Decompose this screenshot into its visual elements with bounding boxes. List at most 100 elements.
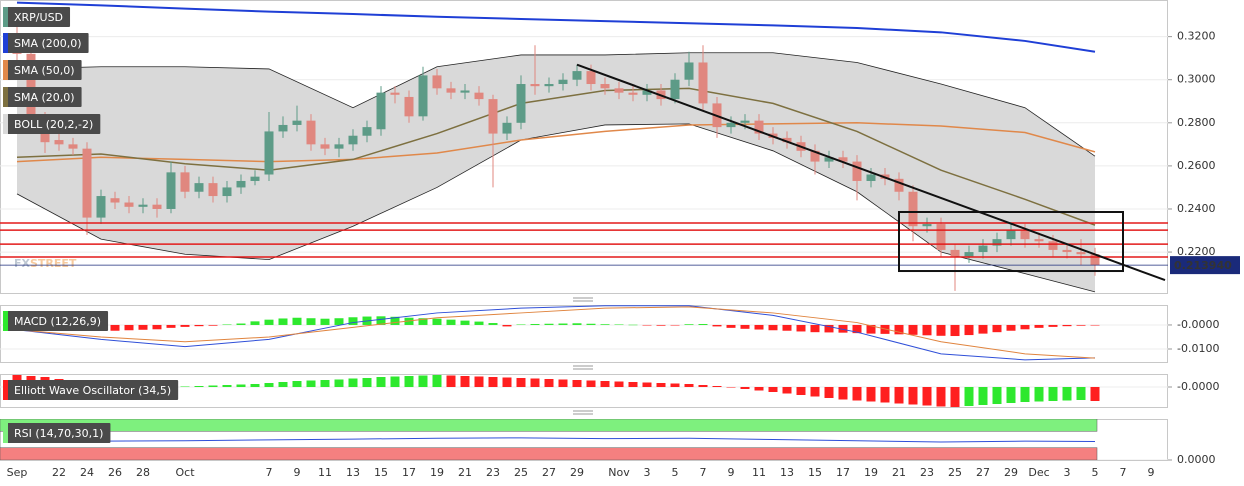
candle-body [908, 191, 918, 227]
legend-item: SMA (50,0) [3, 60, 82, 80]
histogram-bar [264, 319, 274, 325]
histogram-bar [950, 324, 960, 337]
histogram-bar [824, 387, 834, 398]
legend-item: SMA (200,0) [3, 33, 89, 53]
watermark: FXSTREET [14, 257, 77, 270]
histogram-bar [908, 387, 918, 405]
legend-item: RSI (14,70,30,1) [3, 423, 111, 443]
histogram-bar [572, 380, 582, 387]
histogram-bar [488, 377, 498, 387]
bollinger-fill [17, 52, 1095, 292]
legend-swatch [3, 60, 8, 80]
histogram-bar [964, 387, 974, 406]
y-tick-label: 0.2600 [1177, 159, 1216, 172]
candle-body [726, 122, 736, 128]
y-tick-label: 0.2800 [1177, 116, 1216, 129]
panel [0, 374, 1168, 408]
candle-body [166, 172, 176, 209]
candle-body [26, 53, 36, 119]
candle-body [180, 172, 190, 192]
histogram-bar [488, 323, 498, 325]
x-tick-label: 7 [1120, 466, 1127, 479]
histogram-bar [544, 379, 554, 387]
candle-body [866, 174, 876, 181]
candle-body [670, 79, 680, 100]
histogram-bar [558, 323, 568, 325]
x-tick-label: 7 [700, 466, 707, 479]
legend-box [3, 114, 101, 134]
candle-body [1048, 241, 1058, 250]
histogram-bar [292, 381, 302, 387]
legend-label: BOLL (20,2,-2) [14, 118, 93, 131]
box [898, 210, 1124, 273]
histogram-bar [936, 387, 946, 407]
candle-body [992, 239, 1002, 246]
legend-item: XRP/USD [3, 7, 71, 27]
rsi-overbought [0, 419, 1098, 432]
histogram-bar [992, 324, 1002, 333]
candle-body [838, 157, 848, 162]
candle-body [404, 96, 414, 117]
candle-body [152, 204, 162, 209]
histogram-bar [1020, 324, 1030, 330]
candle-body [376, 92, 386, 130]
legend-swatch [3, 311, 8, 331]
histogram-bar [474, 376, 484, 387]
candle-body [334, 144, 344, 149]
candle-body [628, 92, 638, 95]
x-tick-label: 9 [728, 466, 735, 479]
candle-body [264, 131, 274, 175]
legend-swatch [3, 380, 8, 400]
x-tick-label: 15 [374, 466, 388, 479]
histogram-bar [250, 384, 260, 387]
candle-body [138, 204, 148, 207]
candle-body [292, 120, 302, 125]
price-label-box [1170, 256, 1240, 275]
candle-body [208, 183, 218, 197]
histogram-bar [138, 324, 148, 330]
watermark-part: FX [14, 257, 31, 270]
histogram-bar [390, 376, 400, 387]
histogram-bar [670, 383, 680, 387]
legend-item: Elliott Wave Oscillator (34,5) [3, 380, 179, 400]
histogram-bar [558, 379, 568, 387]
x-tick-label: 29 [570, 466, 584, 479]
histogram-bar [614, 324, 624, 325]
histogram-bar [838, 324, 848, 333]
histogram-bar [236, 323, 246, 325]
histogram-bar [236, 384, 246, 387]
histogram-bar [572, 323, 582, 325]
candle-body [936, 224, 946, 250]
x-tick-label: 27 [542, 466, 556, 479]
histogram-bar [418, 375, 428, 387]
histogram-bar [152, 324, 162, 330]
histogram-bar [712, 386, 722, 387]
histogram-bar [824, 324, 834, 333]
legend-swatch [3, 114, 8, 134]
legend-label: Elliott Wave Oscillator (34,5) [14, 384, 171, 397]
candle-body [82, 148, 92, 218]
histogram-bar [768, 387, 778, 392]
histogram-bar [740, 387, 750, 389]
legend-swatch [3, 33, 8, 53]
histogram-bar [208, 324, 218, 326]
histogram-bar [586, 380, 596, 387]
histogram-bar [278, 318, 288, 325]
candle-body [754, 120, 764, 134]
candle-body [278, 124, 288, 132]
candle-body [320, 144, 330, 149]
histogram-bar [516, 378, 526, 387]
candle-body [824, 157, 834, 162]
histogram-bar [852, 324, 862, 334]
rsi-line [16, 437, 1096, 443]
x-tick-label: 22 [52, 466, 66, 479]
histogram-bar [936, 324, 946, 336]
candle-body [558, 79, 568, 85]
x-tick-label: 29 [1004, 466, 1018, 479]
legend-box [3, 33, 89, 53]
histogram-bar [978, 324, 988, 334]
candle-body [530, 84, 540, 87]
histogram-bar [586, 323, 596, 325]
histogram-bar [502, 324, 512, 327]
